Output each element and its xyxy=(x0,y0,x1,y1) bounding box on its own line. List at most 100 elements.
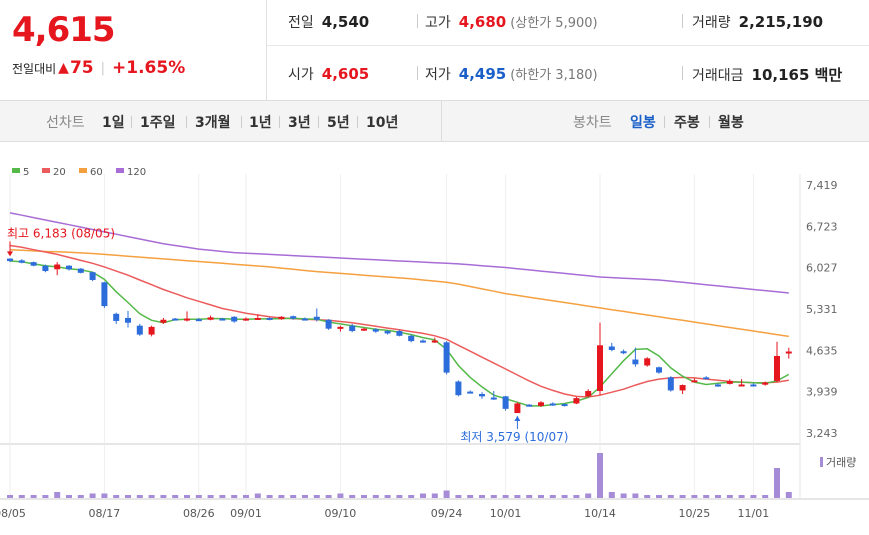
moving-averages xyxy=(9,212,790,407)
candle-body xyxy=(573,398,580,404)
volume-bar xyxy=(148,495,155,498)
y-tick-label: 3,243 xyxy=(806,427,838,440)
tab-daily[interactable]: 일봉 xyxy=(630,115,656,131)
current-price: 4,615 xyxy=(12,10,116,50)
up-triangle-icon: ▲ xyxy=(58,60,69,76)
volume-bar xyxy=(526,495,533,498)
candle-body xyxy=(443,342,450,373)
candle-body xyxy=(384,331,391,334)
volume-bar xyxy=(632,493,639,498)
volume-bar xyxy=(597,453,603,498)
prev-close: 전일 4,540 xyxy=(288,13,370,31)
volume-bar xyxy=(738,495,745,498)
header-divider xyxy=(266,0,267,100)
candle-body xyxy=(302,318,308,321)
volume-bar xyxy=(785,492,792,498)
candle-body xyxy=(750,384,757,387)
candle-body xyxy=(160,319,167,323)
volume-bar xyxy=(243,495,249,498)
candle-body xyxy=(738,384,745,387)
candle-body xyxy=(89,272,96,280)
volume-bar xyxy=(195,495,202,498)
volume-bar xyxy=(231,495,238,498)
volume-bar xyxy=(290,495,297,498)
volume-bar xyxy=(667,495,674,498)
x-tick-label: 09/24 xyxy=(431,507,463,520)
volume-bar xyxy=(89,493,96,498)
y-tick-label: 6,027 xyxy=(806,262,838,275)
candle-body xyxy=(278,316,285,320)
legend-label-20: 20 xyxy=(53,167,66,178)
volume-legend-swatch xyxy=(820,457,823,467)
divider xyxy=(186,116,187,128)
volume-bar xyxy=(278,495,285,498)
volume-bars: 거래량 xyxy=(7,453,856,498)
candle-body xyxy=(703,377,710,380)
x-tick-label: 11/01 xyxy=(738,507,770,520)
change-value: 75 xyxy=(69,58,94,78)
legend-swatch-5 xyxy=(12,168,20,173)
day-high: 고가 4,680 (상한가 5,900) xyxy=(425,13,598,31)
volume-bar xyxy=(726,495,733,498)
legend-label-60: 60 xyxy=(90,167,103,178)
candle-body xyxy=(514,403,521,414)
tab-1y[interactable]: 1년 xyxy=(249,115,272,131)
tab-3m[interactable]: 3개월 xyxy=(195,115,231,131)
change-label: 전일대비 xyxy=(12,61,57,76)
candle-body xyxy=(231,316,238,322)
volume: 거래량 2,215,190 xyxy=(692,13,824,31)
tab-1d[interactable]: 1일 xyxy=(102,115,125,131)
candle-body xyxy=(349,325,356,332)
chart-legend: 5 20 60 120 xyxy=(12,167,146,178)
volume-bar xyxy=(679,495,686,498)
tab-1w[interactable]: 1주일 xyxy=(140,115,176,131)
volume-bar xyxy=(125,495,131,498)
candle-body xyxy=(538,402,544,406)
volume-bar xyxy=(538,495,544,498)
candle-body xyxy=(561,404,568,407)
candle-body xyxy=(195,319,202,322)
candle-body xyxy=(337,326,344,329)
tab-10y[interactable]: 10년 xyxy=(366,115,399,131)
volume-legend-label: 거래량 xyxy=(826,456,856,469)
tab-weekly[interactable]: 주봉 xyxy=(674,115,700,131)
candle-body xyxy=(597,345,603,392)
candle-body xyxy=(479,393,485,397)
volume-bar xyxy=(42,495,49,498)
candle-body xyxy=(774,355,780,381)
volume-bar xyxy=(774,468,780,498)
volume-bar xyxy=(77,495,84,498)
candle-body xyxy=(408,335,415,342)
candle-body xyxy=(42,265,49,272)
volume-bar xyxy=(715,495,721,498)
volume-bar xyxy=(703,495,710,498)
volume-bar xyxy=(136,495,143,498)
candle-body xyxy=(219,318,226,321)
chart-tab-bar: 선차트 1일 1주일 3개월 1년 3년 5년 10년 봉차트 일봉 주봉 월봉 xyxy=(0,100,869,142)
volume-bar xyxy=(54,492,61,498)
tab-3y[interactable]: 3년 xyxy=(288,115,311,131)
volume-bar xyxy=(172,495,179,498)
divider xyxy=(682,66,683,80)
candle-body xyxy=(490,397,497,400)
volume-bar xyxy=(549,495,556,498)
candle-body xyxy=(691,380,698,383)
candle-body xyxy=(785,351,792,354)
x-tick-label: 09/10 xyxy=(325,507,357,520)
day-low: 저가 4,495 (하한가 3,180) xyxy=(425,65,598,83)
volume-bar xyxy=(561,495,568,498)
volume-bar xyxy=(7,495,13,498)
candle-body xyxy=(656,367,662,373)
tab-5y[interactable]: 5년 xyxy=(327,115,350,131)
candles xyxy=(7,258,792,414)
tab-monthly[interactable]: 월봉 xyxy=(718,115,744,131)
volume-bar xyxy=(184,495,190,498)
volume-bar xyxy=(750,495,757,498)
change-percent: +1.65% xyxy=(112,58,186,78)
legend-swatch-20 xyxy=(42,168,50,173)
candle-body xyxy=(207,317,214,320)
volume-bar xyxy=(337,493,344,498)
volume-bar xyxy=(313,495,320,498)
volume-bar xyxy=(18,495,25,498)
candle-body xyxy=(549,403,556,406)
